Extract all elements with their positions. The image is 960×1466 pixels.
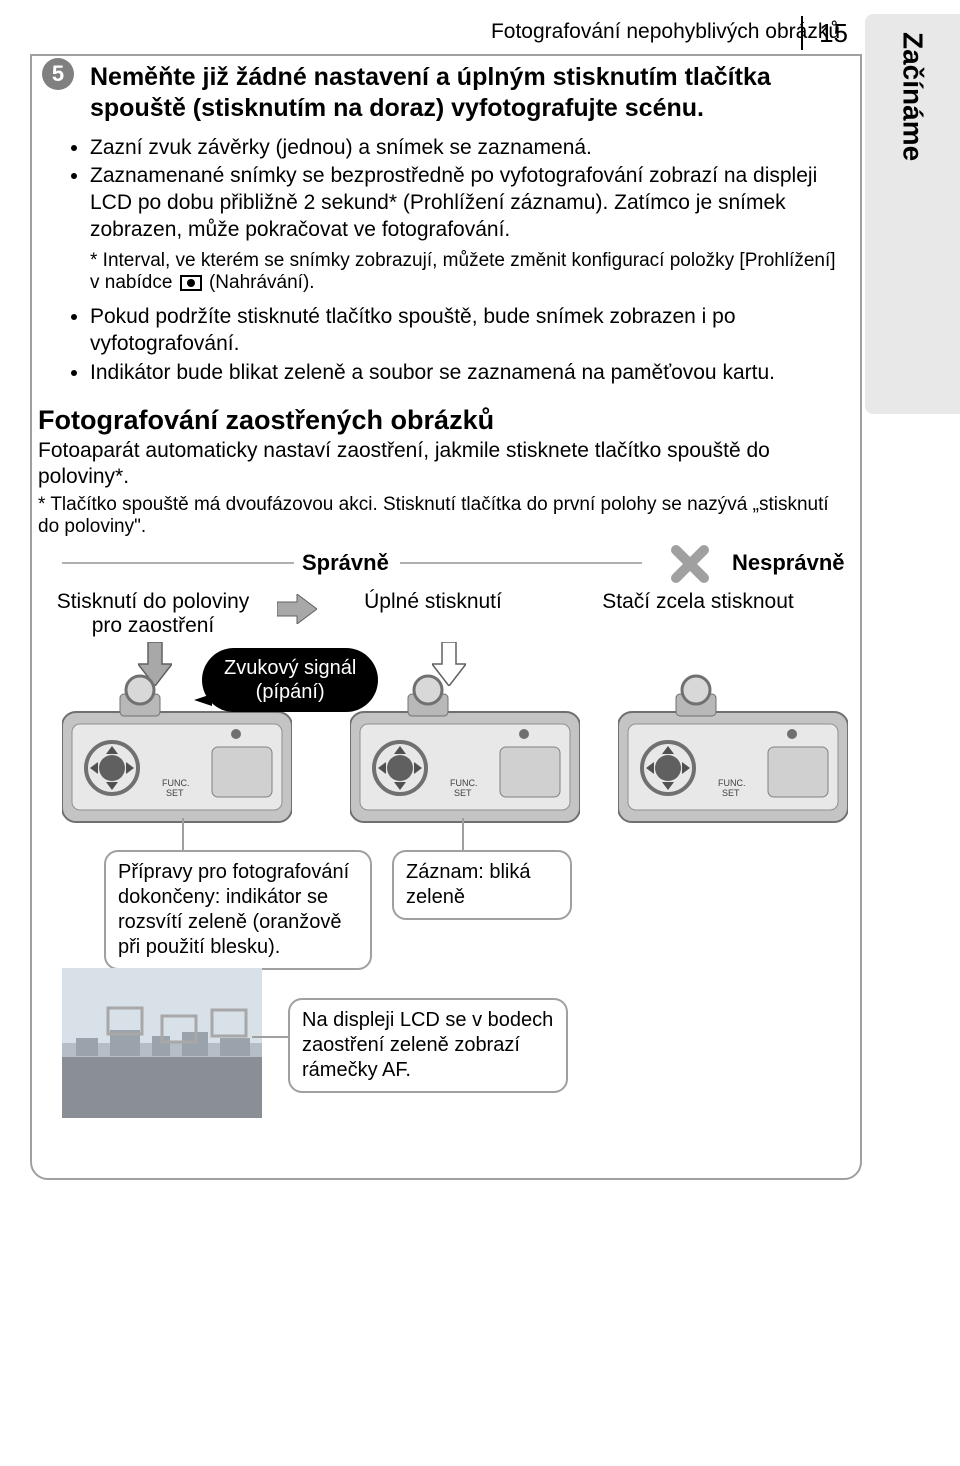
camera-illustrations-row: Zvukový signál (pípání) FUNC. SET <box>32 648 860 878</box>
callout-pointer <box>182 818 184 850</box>
camera-menu-icon <box>180 275 202 291</box>
camera-illustration: FUNC. SET <box>350 672 580 837</box>
action-wrong-press: Stačí zcela stisknout <box>578 590 818 614</box>
instruction-panel: 5 Neměňte již žádné nastavení a úplným s… <box>30 54 862 1180</box>
callout-ready: Přípravy pro fotografování dokončeny: in… <box>104 850 372 970</box>
step-details-list-2: Pokud podržíte stisknuté tlačítko spoušt… <box>90 304 846 387</box>
step-details-list: Zazní zvuk závěrky (jednou) a snímek se … <box>90 135 846 245</box>
correct-incorrect-row: Správně Nesprávně <box>32 546 860 590</box>
subsection-footnote: * Tlačítko spouště má dvoufázovou akci. … <box>38 494 850 538</box>
chapter-tab-label: Začínáme <box>897 32 929 161</box>
bullet-item: Zaznamenané snímky se bezprostředně po v… <box>90 163 846 244</box>
right-arrow-icon <box>268 590 326 630</box>
chapter-tab: Začínáme <box>865 14 960 414</box>
lcd-preview-image <box>62 968 262 1118</box>
svg-text:FUNC.: FUNC. <box>162 778 190 788</box>
correct-label: Správně <box>302 550 389 576</box>
action-full-press: Úplné stisknutí <box>338 590 528 614</box>
svg-text:SET: SET <box>166 788 184 798</box>
page-number: 15 <box>801 16 848 50</box>
divider-line <box>400 562 642 564</box>
callout-pointer <box>252 1036 288 1038</box>
svg-text:FUNC.: FUNC. <box>718 778 746 788</box>
svg-text:SET: SET <box>454 788 472 798</box>
step-number-badge: 5 <box>42 58 74 90</box>
subsection-text: Fotoaparát automaticky nastaví zaostření… <box>38 438 850 491</box>
manual-page: Fotografování nepohyblivých obrázků 15 Z… <box>0 0 960 1200</box>
sound-callout: Zvukový signál (pípání) <box>202 648 378 712</box>
callout-recording: Záznam: bliká zeleně <box>392 850 572 920</box>
actions-row: Stisknutí do poloviny pro zaostření Úpln… <box>32 590 860 638</box>
footnote: * Interval, ve kterém se snímky zobrazuj… <box>90 250 846 294</box>
step-title: Neměňte již žádné nastavení a úplným sti… <box>90 62 846 125</box>
callout-pointer <box>462 818 464 850</box>
svg-text:FUNC.: FUNC. <box>450 778 478 788</box>
incorrect-label: Nesprávně <box>732 550 845 576</box>
action-half-press: Stisknutí do poloviny pro zaostření <box>38 590 268 638</box>
callout-af-frames: Na displeji LCD se v bodech zaostření ze… <box>288 998 568 1093</box>
camera-illustration: FUNC. SET <box>618 672 848 837</box>
x-mark-icon <box>668 542 712 586</box>
bullet-item: Zazní zvuk závěrky (jednou) a snímek se … <box>90 135 846 162</box>
bullet-item: Pokud podržíte stisknuté tlačítko spoušt… <box>90 304 846 358</box>
svg-text:SET: SET <box>722 788 740 798</box>
lcd-preview-row: Na displeji LCD se v bodech zaostření ze… <box>32 968 860 1168</box>
bullet-item: Indikátor bude blikat zeleně a soubor se… <box>90 360 846 387</box>
section-title: Fotografování nepohyblivých obrázků <box>30 20 930 44</box>
divider-line <box>62 562 294 564</box>
subsection-heading: Fotografování zaostřených obrázků <box>38 405 860 436</box>
